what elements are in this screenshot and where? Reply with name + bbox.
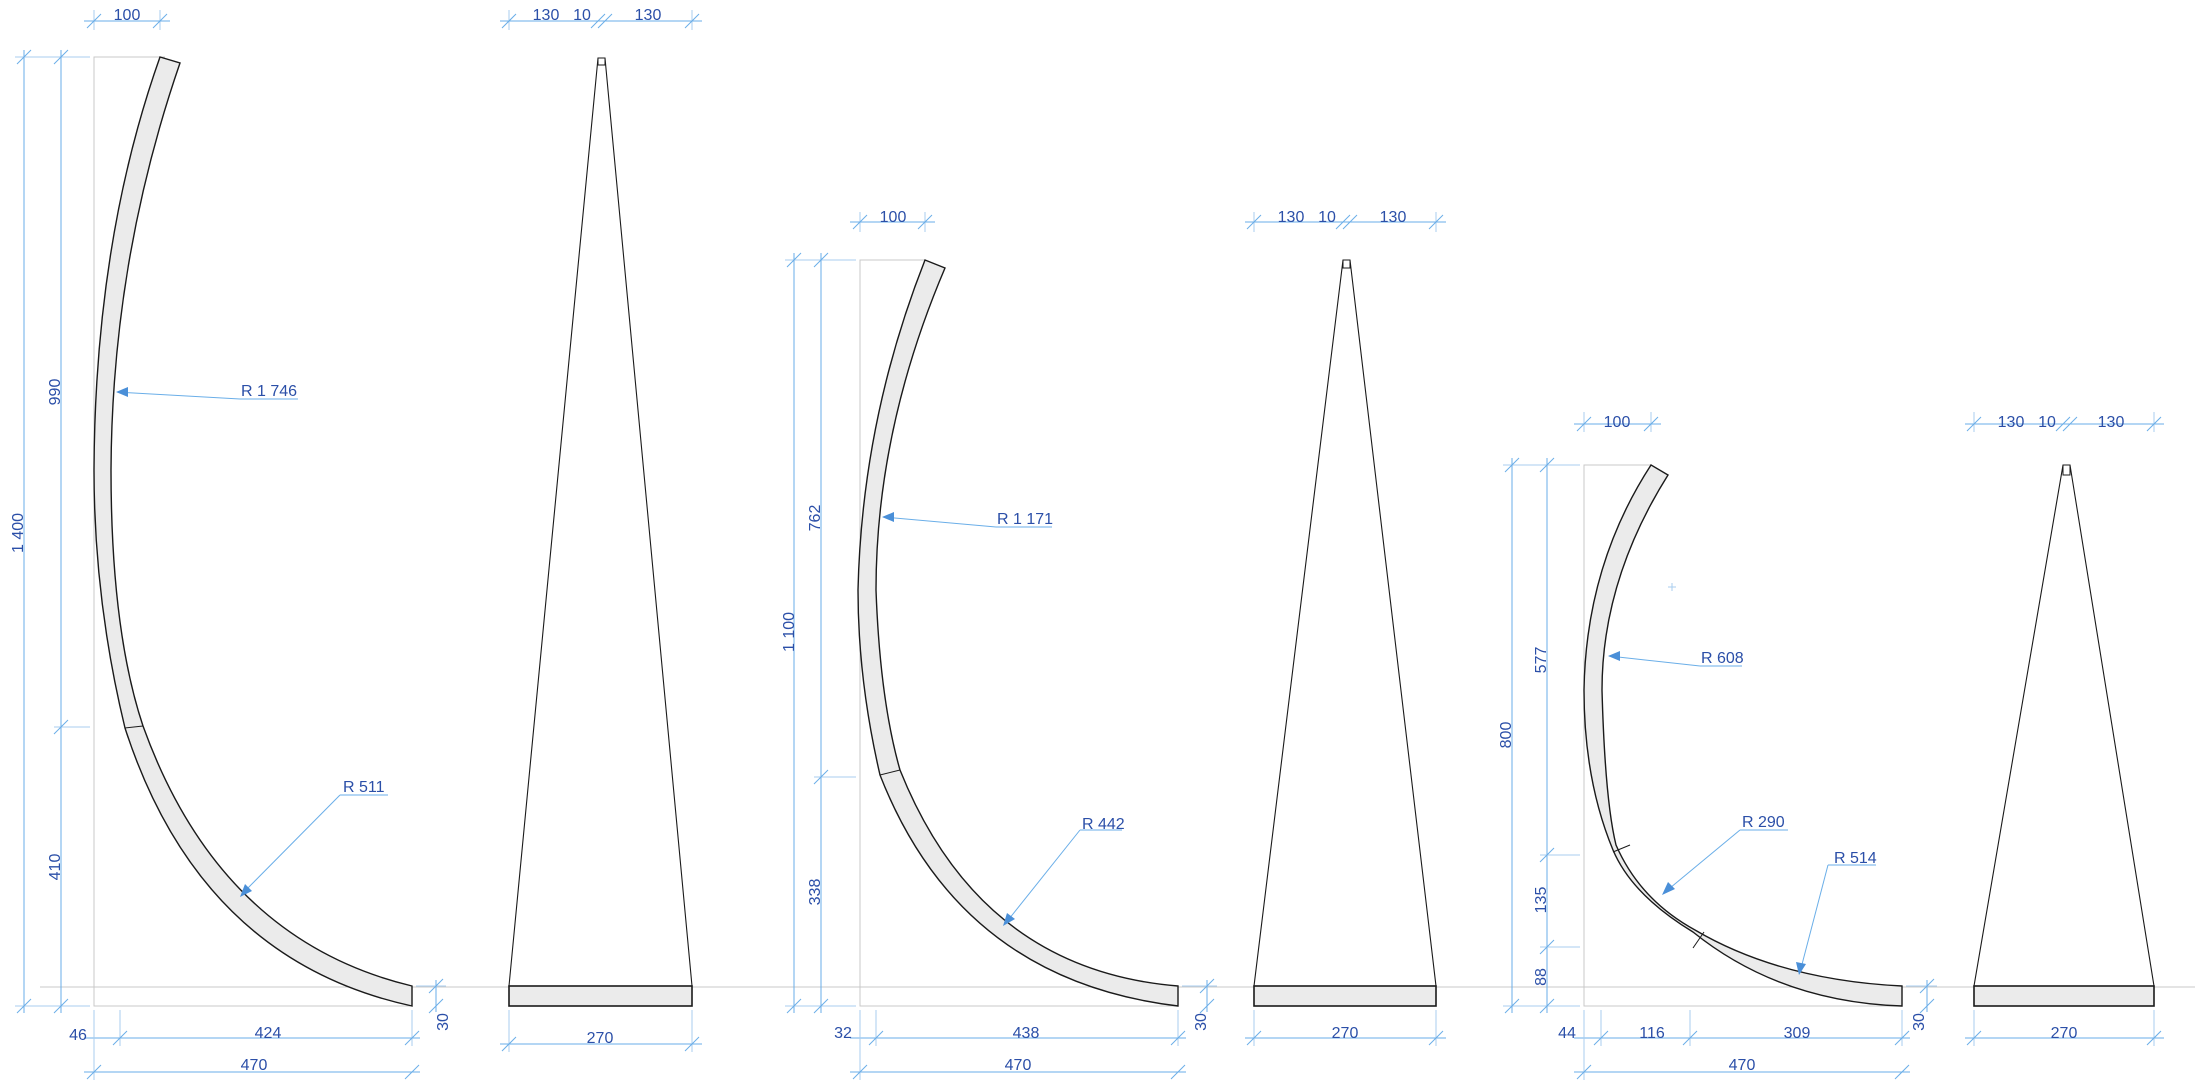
cone-3-width-right: 130 <box>2098 414 2125 431</box>
profile-3-width-mid: 116 <box>1639 1025 1665 1042</box>
profile-3-joint-a <box>1612 844 1631 853</box>
profile-2-width-curve: 438 <box>1013 1025 1040 1042</box>
profile-2-height-lower: 338 <box>807 879 824 906</box>
profile-1-offset: 46 <box>69 1027 87 1044</box>
profile-1-joint <box>124 725 144 729</box>
radius-2-arrow <box>240 884 252 897</box>
profile-2-width-total: 470 <box>1005 1057 1032 1074</box>
cone-1-base-width: 270 <box>587 1030 614 1047</box>
radius-6-leader <box>1663 829 1741 894</box>
radius-5-leader <box>1608 655 1701 667</box>
profile-1-thickness: 30 <box>435 1013 452 1031</box>
cone-2-width-left: 130 <box>1278 209 1305 226</box>
profile-2-joint <box>879 769 901 776</box>
group-3: 100 800 577 135 88 44 116 309 <box>1498 412 2164 1080</box>
radius-3-arrow <box>882 512 894 522</box>
cone-3-shape <box>1973 464 2155 987</box>
radius-6-arrow <box>1662 882 1675 895</box>
profile-3-joint-b <box>1692 931 1705 949</box>
cone-2-width-tip: 10 <box>1318 209 1336 226</box>
radius-4-leader <box>1004 829 1081 925</box>
cone-3-base-width: 270 <box>2051 1025 2078 1042</box>
profile-1-height-total: 1 400 <box>10 513 27 553</box>
profile-2-width-top: 100 <box>880 209 907 226</box>
radius-6-label: R 290 <box>1742 814 1785 831</box>
profile-3-shape <box>1583 464 1903 1007</box>
profile-1-frame <box>93 56 410 1007</box>
group-1: 100 1 400 990 410 46 424 470 <box>10 7 702 1080</box>
profile-2-height-total: 1 100 <box>781 612 798 652</box>
cone-1-width-right: 130 <box>635 7 662 24</box>
group-2: 100 1 100 762 338 32 438 470 <box>781 209 1446 1080</box>
radius-7-leader <box>1799 864 1829 973</box>
cone-2-tip <box>1342 259 1351 269</box>
cone-3-base <box>1973 985 2155 1007</box>
profile-3-height-middle: 135 <box>1533 887 1550 914</box>
radius-1-leader <box>116 391 241 400</box>
radius-5-arrow <box>1608 651 1620 661</box>
profile-1-height-lower: 410 <box>47 854 64 881</box>
cone-1-tip <box>597 57 606 66</box>
profile-2-shape <box>857 259 1179 1007</box>
profile-3-frame <box>1583 464 1902 1007</box>
profile-3-width-total: 470 <box>1729 1057 1756 1074</box>
radius-2-leader <box>241 794 341 895</box>
cone-2-base <box>1253 985 1437 1007</box>
cone-1-shape <box>508 57 693 987</box>
radius-4-arrow <box>1003 913 1015 926</box>
profile-1-shape <box>93 56 413 1007</box>
cone-2-base-width: 270 <box>1332 1025 1359 1042</box>
profile-2-thickness: 30 <box>1193 1013 1210 1031</box>
cone-3-width-left: 130 <box>1998 414 2025 431</box>
radius-2-label: R 511 <box>343 779 385 796</box>
radius-3-leader <box>882 516 997 528</box>
radius-1-label: R 1 746 <box>241 383 297 400</box>
profile-3-width-top: 100 <box>1604 414 1631 431</box>
cone-1-base <box>508 985 693 1007</box>
profile-3-offset: 44 <box>1558 1025 1576 1042</box>
profile-2-offset: 32 <box>834 1025 852 1042</box>
radius-1-arrow <box>116 387 128 397</box>
profile-3-thickness: 30 <box>1911 1013 1928 1031</box>
radius-4-label: R 442 <box>1082 816 1125 833</box>
profile-1-height-upper: 990 <box>47 379 64 406</box>
cone-2-shape <box>1253 259 1437 987</box>
cone-1-width-left: 130 <box>533 7 560 24</box>
radius-7-label: R 514 <box>1834 850 1877 867</box>
profile-1-width-curve: 424 <box>255 1025 282 1042</box>
cone-3-width-tip: 10 <box>2038 414 2056 431</box>
radius-5-label: R 608 <box>1701 650 1744 667</box>
profile-3-height-total: 800 <box>1498 722 1515 749</box>
radius-3-label: R 1 171 <box>997 511 1053 528</box>
radius-7-arrow <box>1796 962 1806 975</box>
profile-1-width-total: 470 <box>241 1057 268 1074</box>
profile-2-height-upper: 762 <box>807 505 824 532</box>
profile-3-height-lower: 88 <box>1533 968 1550 986</box>
cone-2-width-right: 130 <box>1380 209 1407 226</box>
profile-3-width-curve: 309 <box>1784 1025 1811 1042</box>
profile-1-width-top: 100 <box>114 7 141 24</box>
profile-3-height-upper: 577 <box>1533 647 1550 674</box>
cone-1-width-tip: 10 <box>573 7 591 24</box>
